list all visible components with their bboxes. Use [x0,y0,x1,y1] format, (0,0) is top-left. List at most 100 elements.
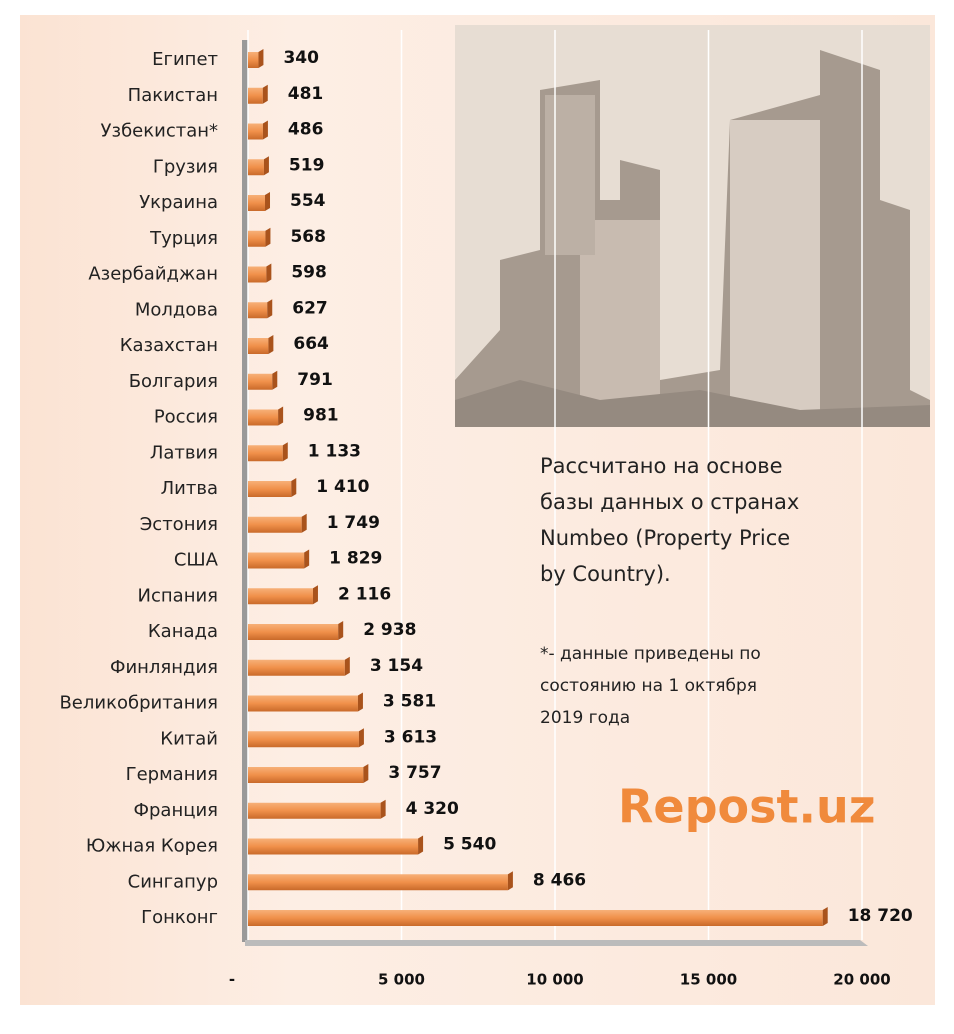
data-label: 1 829 [329,549,382,569]
bar-cap [268,335,274,354]
x-tick-label: 15 000 [680,971,737,989]
bar [248,123,263,140]
y-tick-label: Пакистан [128,85,218,106]
y-tick-label: Эстония [140,514,218,535]
x-tick-label: 10 000 [526,971,583,989]
bar [248,802,381,819]
source-text: базы данных о странах [540,490,799,514]
data-label: 1 410 [316,477,369,497]
data-label: 2 116 [338,584,391,604]
y-tick-label: Египет [152,49,218,70]
bar-cap [344,656,350,676]
watermark: Repost.uz [618,780,876,834]
y-tick-label: Молдова [135,299,218,320]
bar-cap [358,728,364,748]
data-label: 5 540 [443,835,496,855]
data-label: 981 [303,406,339,426]
note-text: 2019 года [540,708,630,728]
y-tick-label: Украина [139,192,218,213]
bar-cap [265,227,271,247]
y-tick-label: Испания [138,585,218,606]
bar [248,767,364,783]
data-label: 481 [288,84,324,104]
bar [248,910,823,926]
bar-cap [266,263,272,283]
bar-cap [380,799,386,819]
data-label: 4 320 [406,799,459,819]
y-tick-label: Сингапур [128,871,218,892]
bar [248,409,279,426]
y-tick-label: Германия [126,764,218,785]
bar-cap [291,478,297,497]
y-tick-label: Узбекистан* [101,121,218,142]
y-tick-label: Азербайджан [88,264,218,285]
bar [248,695,358,712]
data-label: 2 938 [363,620,416,640]
bar-cap [363,764,369,783]
bar [248,445,283,462]
x-tick-label: 5 000 [378,971,425,989]
y-tick-label: Франция [134,800,219,821]
note-text: состоянию на 1 октября [540,676,757,696]
y-tick-label: Болгария [129,371,218,392]
data-label: 3 581 [383,692,436,712]
bar [248,838,419,855]
data-label: 3 154 [370,656,423,676]
y-tick-label: Южная Корея [86,836,218,857]
bar-cap [338,621,344,640]
data-label: 3 757 [388,763,441,783]
bar-cap [262,84,268,104]
bar-cap [304,549,310,569]
data-label: 791 [297,370,333,390]
bar-cap [272,370,278,390]
y-tick-label: Латвия [150,442,218,463]
data-label: 3 613 [384,727,437,747]
bar [248,624,339,640]
bar-cap [418,835,424,855]
source-text: Рассчитано на основе [540,454,783,478]
bar [248,481,292,497]
y-tick-label: Грузия [153,156,218,177]
bar-cap [258,49,264,68]
bar [248,516,302,533]
data-label: 554 [290,191,326,211]
bar-cap [265,192,271,211]
y-tick-label: Финляндия [110,657,218,678]
bar-cap [507,871,513,891]
bar [248,302,268,319]
bar-cap [262,120,268,140]
bar [248,588,313,605]
data-label: 1 133 [308,441,361,461]
data-label: 340 [283,48,319,68]
source-text: by Country). [540,562,671,586]
data-label: 598 [291,263,327,283]
data-label: 486 [288,120,324,140]
y-tick-label: Гонконг [141,907,218,928]
bar [248,338,269,354]
bar-cap [357,692,363,712]
y-tick-label: Казахстан [120,335,218,356]
data-label: 568 [290,227,326,247]
bar [248,266,267,283]
x-tick-label: - [229,971,235,989]
photo [455,25,930,427]
data-label: 8 466 [533,870,586,890]
y-tick-label: Турция [149,228,218,249]
data-label: 18 720 [848,906,913,926]
data-label: 1 749 [327,513,380,533]
bar [248,731,359,748]
bar-cap [263,156,269,176]
y-tick-label: Литва [161,478,218,499]
bar [248,552,305,569]
data-label: 519 [289,155,325,175]
bar [248,52,259,68]
bar [248,659,345,676]
bar [248,230,266,247]
y-tick-label: Великобритания [59,693,218,714]
note-text: *- данные приведены по [540,644,761,664]
data-label: 627 [292,298,328,318]
bar-cap [267,299,273,319]
bar [248,159,264,176]
bar-cap [282,442,288,462]
